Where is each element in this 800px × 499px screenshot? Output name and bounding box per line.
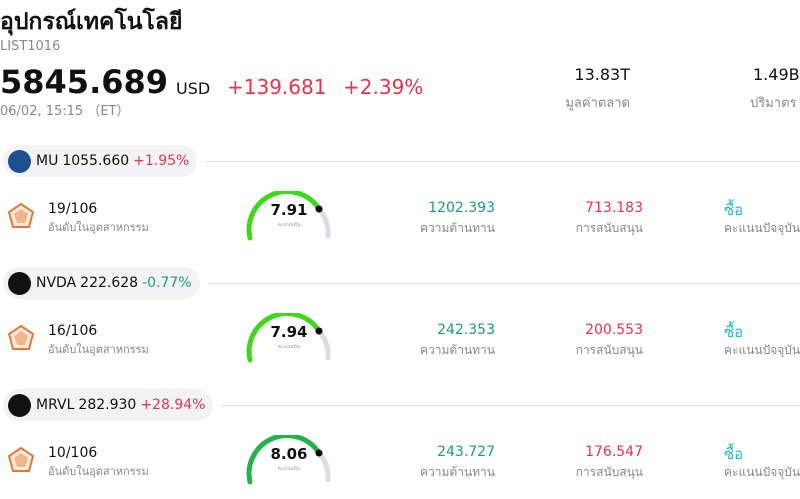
stock-price: 1055.660 (62, 153, 130, 169)
score: 8.06 (270, 445, 308, 463)
time: 06/02, 15:15 （ET） (0, 104, 130, 119)
score-gauge (246, 435, 331, 485)
title: อุปกรณ์เทคโนโลยี (0, 9, 183, 35)
rating: ซื้อ (724, 323, 744, 341)
resistance: 242.353 (437, 322, 495, 338)
support: 713.183 (585, 200, 643, 216)
separator (208, 283, 800, 284)
rank-label: อันดับในอุตสาหกรรม (48, 221, 149, 234)
change-pct: +2.39% (343, 75, 424, 99)
score: 7.94 (270, 323, 308, 341)
stock-price: 222.628 (80, 275, 139, 291)
resistance: 1202.393 (428, 200, 495, 216)
rank: 16/106 (48, 323, 98, 339)
score: 7.91 (270, 201, 308, 219)
ticker: MU (36, 153, 59, 169)
stock-logo (8, 149, 31, 173)
market-cap-label: มูลค่าตลาด (565, 96, 630, 111)
stock-pill[interactable]: MU 1055.660 +1.95% (3, 145, 198, 177)
rank-icon (7, 446, 35, 472)
separator (205, 161, 800, 162)
ticker: MRVL (36, 397, 75, 413)
rating: ซื้อ (724, 445, 744, 463)
volume: 1.49B (753, 65, 800, 84)
price: 5845.689 (0, 63, 169, 101)
score-gauge (246, 313, 331, 363)
stock-change: +1.95% (133, 153, 190, 169)
rank: 19/106 (48, 201, 98, 217)
rating-label: คะแนนปัจจุบัน (724, 465, 800, 479)
score-gauge (246, 191, 331, 241)
rank-label: อันดับในอุตสาหกรรม (48, 343, 149, 356)
support-label: การสนับสนุน (575, 343, 643, 357)
resistance-label: ความต้านทาน (420, 343, 495, 357)
stock-logo (8, 271, 31, 295)
rating-label: คะแนนปัจจุบัน (724, 343, 800, 357)
score-label: คะแนนหุ้น (277, 466, 301, 472)
rating: ซื้อ (724, 201, 744, 219)
separator (221, 405, 800, 406)
score-label: คะแนนหุ้น (277, 222, 301, 228)
stock-pill[interactable]: MRVL 282.930 +28.94% (3, 389, 214, 421)
change: +139.681 (227, 75, 327, 99)
rating-label: คะแนนปัจจุบัน (724, 221, 800, 235)
market-cap: 13.83T (574, 65, 630, 84)
support: 200.553 (585, 322, 643, 338)
stock-change: +28.94% (140, 397, 206, 413)
stock-change: -0.77% (142, 275, 192, 291)
code: LIST1016 (0, 39, 61, 54)
stock-price: 282.930 (78, 397, 137, 413)
score-label: คะแนนหุ้น (277, 344, 301, 350)
rank-icon (7, 324, 35, 350)
resistance-label: ความต้านทาน (420, 465, 495, 479)
support-label: การสนับสนุน (575, 221, 643, 235)
stock-logo (8, 393, 31, 417)
volume-label: ปริมาตร (750, 96, 797, 111)
support-label: การสนับสนุน (575, 465, 643, 479)
rank-icon (7, 202, 35, 228)
rank-label: อันดับในอุตสาหกรรม (48, 465, 149, 478)
resistance: 243.727 (437, 444, 495, 460)
support: 176.547 (585, 444, 643, 460)
ticker: NVDA (36, 275, 77, 291)
stock-pill[interactable]: NVDA 222.628 -0.77% (3, 267, 200, 299)
rank: 10/106 (48, 445, 98, 461)
resistance-label: ความต้านทาน (420, 221, 495, 235)
currency: USD (176, 79, 211, 98)
